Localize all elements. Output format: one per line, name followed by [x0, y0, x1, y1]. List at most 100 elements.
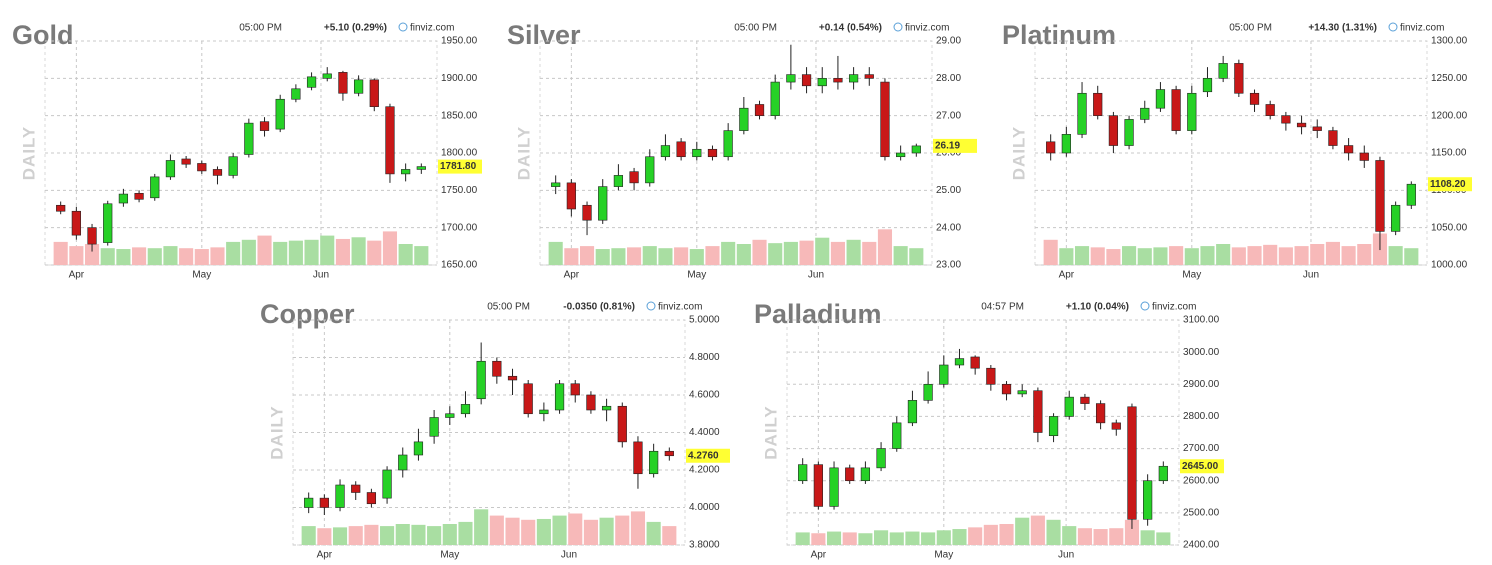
candle-body: [813, 464, 823, 507]
y-tick-label: 26.00: [936, 148, 961, 159]
side-label: DAILY: [761, 405, 780, 459]
candle-body: [416, 166, 426, 170]
y-tick-label: 29.00: [936, 36, 961, 47]
volume-bar: [69, 246, 84, 265]
volume-bar: [1043, 239, 1058, 265]
candle-body: [676, 141, 686, 158]
volume-bar: [595, 249, 610, 265]
candle-body: [1111, 422, 1121, 430]
chart-panel: Platinum 05:00 PM +14.30 (1.31%) finviz.com…: [1002, 20, 1472, 281]
volume-bar: [642, 246, 657, 265]
volume-bar: [1077, 528, 1092, 545]
y-tick-label: 3000.00: [1183, 347, 1220, 358]
candle-body: [1296, 122, 1307, 128]
volume-bar: [1341, 246, 1356, 265]
volume-bar: [630, 511, 646, 545]
y-tick-label: 4.0000: [689, 502, 720, 513]
x-tick-label: May: [440, 550, 459, 561]
y-tick-label: 3100.00: [1183, 315, 1220, 326]
candle-body: [1218, 63, 1228, 79]
candle-body: [335, 484, 345, 508]
chart-panel: Silver 05:00 PM +0.14 (0.54%) finviz.com DAI…: [507, 20, 977, 281]
candle-body: [1046, 141, 1056, 154]
candle-body: [723, 130, 733, 158]
y-tick-label: 1250.00: [1431, 73, 1468, 84]
side-label: DAILY: [19, 126, 38, 180]
source-icon: [893, 22, 903, 32]
volume-bar: [398, 244, 413, 265]
volume-bar: [811, 533, 826, 545]
volume-bar: [611, 248, 626, 265]
chart-title: Platinum: [1002, 20, 1116, 50]
candle-body: [1249, 92, 1260, 105]
candle-body: [1093, 92, 1103, 116]
volume-bar: [348, 526, 363, 545]
candle-body: [786, 74, 796, 83]
volume-bar: [257, 235, 272, 265]
candle-body: [322, 73, 332, 79]
volume-bar: [395, 524, 410, 545]
volume-bar: [830, 241, 845, 265]
volume-bar: [783, 241, 798, 265]
y-tick-label: 1950.00: [441, 36, 478, 47]
chart-title: Copper: [260, 299, 355, 329]
y-tick-label: 24.00: [936, 222, 961, 233]
quote-time: 05:00 PM: [239, 23, 282, 34]
candle-body: [1095, 403, 1106, 424]
source-link: finviz.com: [658, 302, 702, 313]
y-tick-label: 1050.00: [1431, 222, 1468, 233]
volume-bar: [179, 248, 194, 265]
candle-body: [1187, 92, 1197, 131]
volume-bar: [382, 231, 398, 265]
x-tick-label: Jun: [1058, 550, 1074, 561]
chart-title: Gold: [12, 20, 74, 50]
candle-body: [1124, 119, 1134, 146]
volume-bar: [799, 240, 814, 265]
candle-body: [1155, 89, 1166, 109]
candle-body: [1080, 396, 1090, 404]
candle-body: [71, 210, 81, 236]
x-tick-label: Apr: [564, 270, 580, 281]
volume-bar: [1140, 530, 1155, 545]
chart-panel: Copper 05:00 PM -0.0350 (0.81%) finviz.com D…: [260, 299, 730, 561]
last-price-label: 2645.00: [1182, 461, 1219, 472]
volume-bar: [489, 515, 504, 545]
candle-body: [351, 484, 361, 493]
side-label: DAILY: [514, 126, 533, 180]
volume-bar: [1310, 244, 1325, 265]
volume-bar: [1388, 246, 1403, 265]
source-icon: [646, 301, 656, 311]
candle-body: [291, 88, 301, 100]
volume-bar: [721, 241, 736, 265]
candle-body: [582, 204, 592, 221]
volume-bar: [1062, 526, 1077, 545]
volume-bar: [909, 248, 924, 265]
volume-bar: [615, 515, 630, 545]
volume-bar: [335, 238, 350, 265]
candle-body: [1033, 390, 1043, 433]
candle-body: [103, 203, 113, 243]
candle-body: [118, 193, 129, 204]
candle-body: [523, 383, 533, 415]
candle-body: [134, 193, 144, 200]
volume-bar: [564, 248, 579, 265]
candle-body: [398, 454, 408, 471]
plot-frame: [786, 319, 1180, 546]
y-tick-label: 1300.00: [1431, 36, 1468, 47]
candle-body: [1108, 115, 1119, 146]
candle-body: [629, 171, 639, 184]
volume-bar: [921, 532, 936, 545]
candle-body: [228, 156, 238, 176]
volume-bar: [288, 240, 303, 265]
volume-bar: [1074, 246, 1090, 265]
volume-bar: [952, 529, 967, 545]
candle-body: [613, 175, 624, 187]
candle-body: [1202, 78, 1213, 93]
y-tick-label: 28.00: [936, 73, 961, 84]
y-tick-label: 3.8000: [689, 540, 720, 551]
volume-bar: [874, 530, 889, 545]
candle-body: [892, 422, 902, 449]
quote-change: -0.0350 (0.81%): [563, 302, 635, 313]
volume-bar: [194, 249, 209, 265]
